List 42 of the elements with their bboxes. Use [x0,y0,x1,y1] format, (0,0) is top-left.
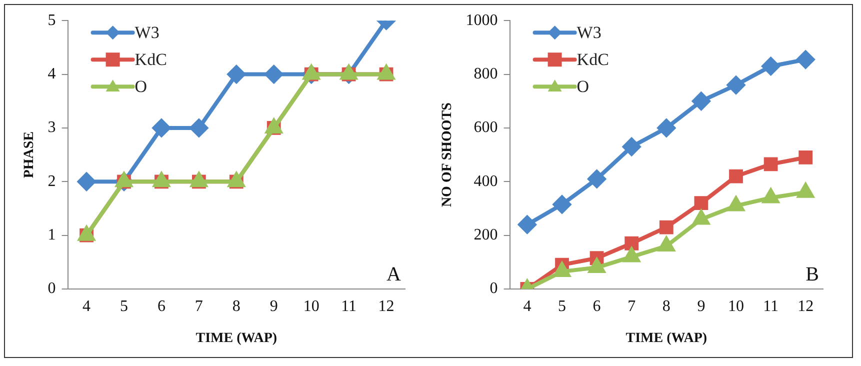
y-tick-label: 1000 [466,12,498,29]
legend-label: O [134,77,148,96]
x-axis-title: TIME (WAP) [196,331,278,346]
y-axis-title: PHASE [22,131,38,178]
y-tick-label: 5 [48,12,56,29]
x-tick-label: 11 [341,298,357,315]
x-tick-label: 5 [558,298,566,315]
x-tick-label: 6 [592,298,601,315]
x-tick-label: 8 [232,298,240,315]
legend-label: W3 [576,23,602,42]
annotation: B [806,263,819,286]
x-tick-label: 6 [157,298,166,315]
legend-label: W3 [134,23,160,42]
x-tick-label: 7 [628,298,636,315]
y-tick-label: 4 [48,65,56,82]
y-tick-label: 600 [474,119,498,136]
x-tick-label: 10 [303,298,320,315]
x-tick-label: 5 [120,298,128,315]
x-tick-label: 11 [763,298,779,315]
y-tick-label: 3 [48,119,56,136]
x-tick-label: 4 [82,298,91,315]
legend-label: O [576,77,590,96]
x-tick-label: 12 [798,298,814,315]
y-axis-title: NO OF SHOOTS [440,102,456,208]
annotation: A [386,263,402,286]
legend-label: KdC [134,50,167,70]
x-tick-label: 8 [662,298,670,315]
x-axis-title: TIME (WAP) [626,331,708,346]
y-tick-label: 200 [474,226,498,244]
legend-label: KdC [576,50,609,70]
x-tick-label: 9 [697,298,706,315]
y-tick-label: 1 [48,226,56,244]
x-tick-label: 4 [523,298,532,315]
x-tick-label: 7 [194,298,203,315]
y-tick-label: 0 [490,280,498,298]
y-tick-label: 2 [48,172,56,190]
x-tick-label: 10 [728,298,744,315]
y-tick-label: 800 [474,65,498,82]
x-tick-label: 12 [378,298,394,315]
y-tick-label: 400 [474,172,498,190]
y-tick-label: 0 [48,280,56,298]
x-tick-label: 9 [270,298,278,315]
